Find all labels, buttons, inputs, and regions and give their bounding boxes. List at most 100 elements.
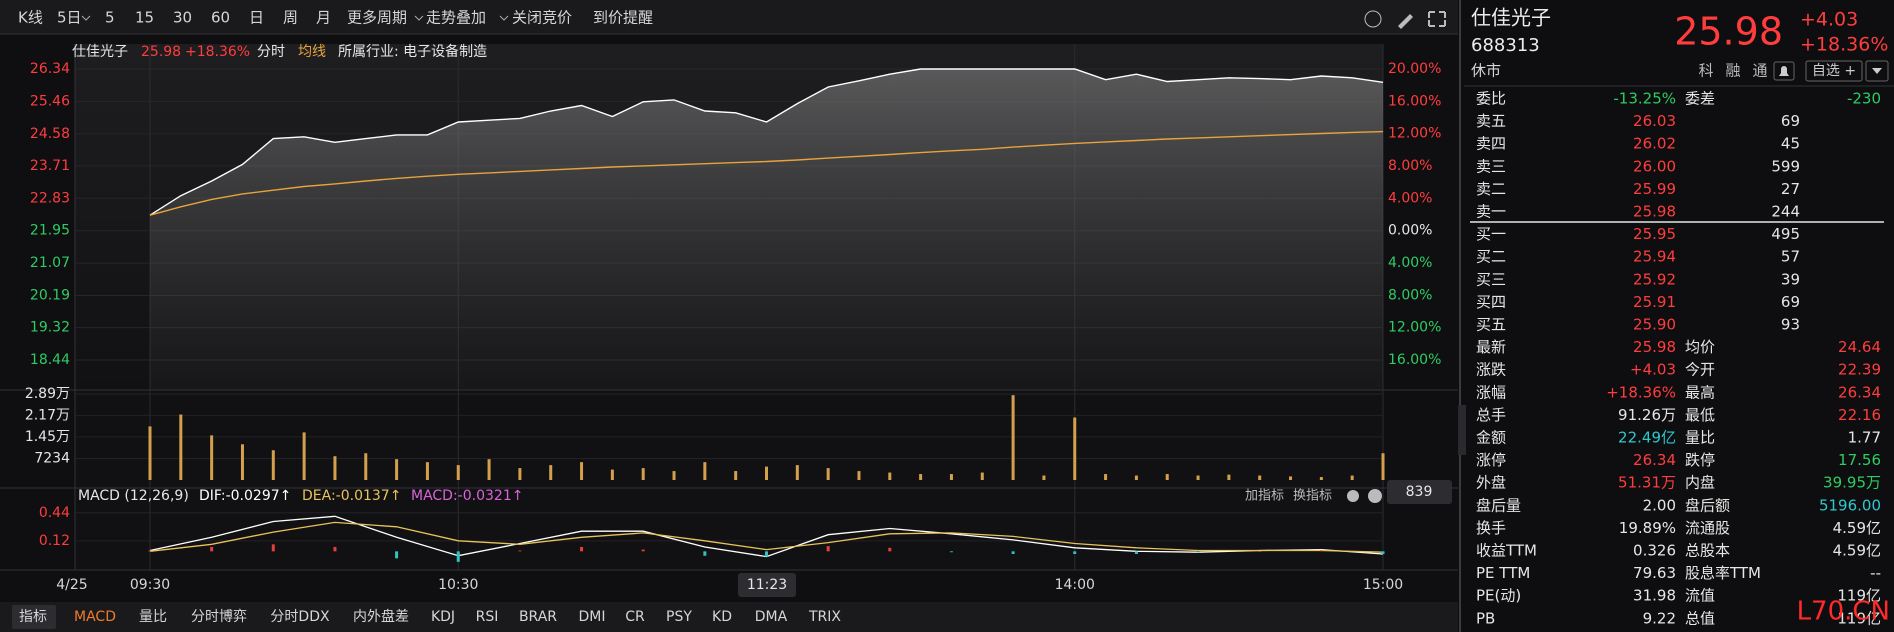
indicator-tab[interactable]: CR [625, 609, 645, 625]
toolbar-item[interactable]: 更多周期 [347, 9, 407, 27]
y-tick-label: 26.34 [30, 61, 70, 77]
add-indicator[interactable]: 加指标 [1245, 489, 1284, 504]
menu-button[interactable] [1865, 60, 1889, 82]
volume-bar [364, 453, 368, 480]
y-tick-label: 7234 [34, 450, 70, 466]
book-label: 委差 [1685, 90, 1715, 108]
stat-label: 流值 [1685, 587, 1715, 605]
volume-bar [549, 465, 553, 480]
indicator-tab[interactable]: 量比 [139, 609, 167, 625]
stat-value: 119亿 [1837, 609, 1881, 627]
book-price: 25.99 [1633, 180, 1676, 198]
x-tick-label: 14:00 [1055, 577, 1095, 593]
watchlist-label[interactable]: 自选 + [1812, 63, 1856, 79]
toolbar-item[interactable]: 60 [211, 9, 230, 27]
y-tick-label: 0.12 [39, 533, 70, 549]
stat-value: 26.34 [1633, 451, 1676, 469]
macd-bar [765, 551, 768, 557]
stat-label: PE TTM [1476, 564, 1530, 582]
toolbar-item[interactable]: 周 [283, 9, 298, 27]
stat-value: 51.31万 [1618, 474, 1676, 492]
stat-label: 涨幅 [1476, 383, 1506, 401]
book-price: 26.03 [1633, 112, 1676, 130]
volume-bar [271, 450, 275, 480]
stat-label: 换手 [1476, 519, 1506, 537]
y-tick-label: 1.45万 [25, 429, 70, 445]
macd-bar [1381, 551, 1385, 554]
stat-value: 26.34 [1838, 383, 1881, 401]
y-tick-label: 24.58 [30, 126, 70, 142]
volume-bar [240, 444, 244, 480]
indicator-tab[interactable]: DMA [755, 609, 788, 625]
legend-entry: 均线 [298, 44, 326, 60]
volume-bar [1165, 474, 1169, 480]
indicator-tab[interactable]: KDJ [431, 609, 455, 625]
dropdown-caret [499, 15, 509, 21]
indicator-tab[interactable]: PSY [666, 609, 692, 625]
macd-bar [210, 546, 214, 552]
book-volume: 244 [1771, 203, 1800, 221]
y-tick-label: 22.83 [30, 190, 70, 206]
volume-bar [919, 474, 923, 480]
stat-value: 79.63 [1633, 564, 1676, 582]
stat-value: 22.39 [1838, 361, 1881, 379]
quote-change-pct: +18.36% [1800, 34, 1888, 56]
indicator-tab[interactable]: BRAR [519, 609, 557, 625]
watermark: L70.CN [1797, 597, 1890, 627]
volume-bar [857, 471, 861, 480]
indicator-tab[interactable]: RSI [476, 609, 499, 625]
toolbar-item[interactable]: 走势叠加 [426, 9, 486, 27]
y-tick-label: 2.89万 [25, 386, 70, 402]
toolbar-item[interactable]: 30 [173, 9, 192, 27]
toolbar-item[interactable]: 关闭竞价 [512, 9, 572, 27]
market-status: 休市 [1471, 62, 1501, 80]
book-value: -230 [1847, 90, 1881, 108]
y2-tick-label: 12.00% [1388, 126, 1441, 142]
x-tick-label: 09:30 [130, 577, 170, 593]
y-tick-label: 21.95 [30, 223, 70, 239]
close-icon[interactable] [1368, 489, 1382, 503]
book-label: 买一 [1476, 225, 1506, 243]
volume-bar [1289, 476, 1293, 480]
stat-label: 总手 [1476, 406, 1506, 424]
splitter-handle[interactable] [1458, 405, 1466, 455]
quote-code: 688313 [1471, 35, 1540, 56]
y-tick-label: 18.44 [30, 352, 70, 368]
toolbar-bg [0, 0, 1458, 34]
toolbar-item[interactable]: 日 [249, 9, 264, 27]
macd-bar [1011, 551, 1015, 554]
toolbar-item[interactable]: 5 [105, 9, 115, 27]
indicator-tab[interactable]: TRIX [808, 609, 841, 625]
stat-value: 0.326 [1633, 542, 1676, 560]
draw-icon[interactable] [1398, 14, 1413, 29]
toolbar-item[interactable]: 到价提醒 [593, 9, 653, 27]
stat-label: PE(动) [1476, 587, 1521, 605]
book-price: 25.90 [1633, 316, 1676, 334]
stat-label: 盘后量 [1476, 496, 1521, 514]
switch-indicator[interactable]: 换指标 [1293, 489, 1332, 504]
indicator-tab[interactable]: 分时DDX [270, 609, 330, 625]
toolbar-item[interactable]: 15 [135, 9, 154, 27]
indicator-tab[interactable]: 分时博弈 [191, 608, 247, 625]
indicator-tab[interactable]: 指标 [19, 609, 47, 625]
alert-button[interactable] [1773, 61, 1795, 81]
book-value: -13.25% [1613, 90, 1676, 108]
indicator-tab[interactable]: DMI [579, 609, 606, 625]
y2-tick-label: 8.00% [1388, 158, 1432, 174]
y2-tick-label: 0.00% [1388, 223, 1432, 239]
toolbar-item[interactable]: K线 [18, 9, 43, 27]
toolbar-item[interactable]: 月 [316, 9, 331, 27]
fullscreen-icon[interactable] [1428, 11, 1446, 27]
settings-icon[interactable] [1347, 490, 1359, 502]
quote-change: +4.03 [1800, 9, 1858, 31]
indicator-title: MACD (12,26,9) [78, 488, 189, 504]
collapse-icon[interactable] [1364, 10, 1382, 28]
indicator-tab[interactable]: 内外盘差 [353, 608, 409, 625]
book-label: 买二 [1476, 248, 1506, 266]
indicator-tab[interactable]: MACD [74, 609, 116, 625]
macd-bar [1319, 550, 1323, 552]
watchlist-button[interactable] [1805, 60, 1863, 82]
indicator-tab[interactable]: KD [712, 609, 732, 625]
toolbar-item[interactable]: 5日 [57, 9, 82, 27]
y2-tick-label: 16.00% [1388, 352, 1441, 368]
